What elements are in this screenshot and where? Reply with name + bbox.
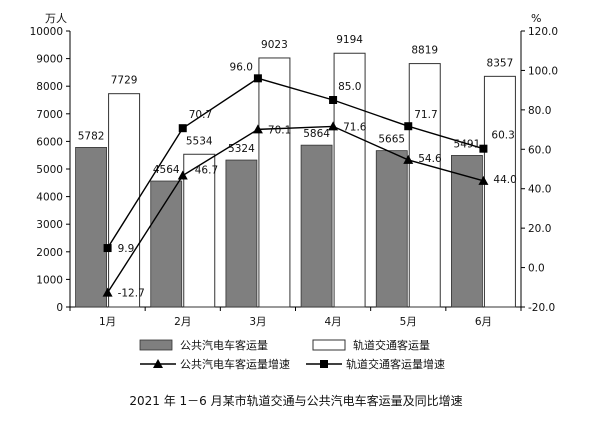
x-tick-label: 1月 <box>99 316 116 328</box>
legend-label-rail-growth: 轨道交通客运量增速 <box>346 357 445 371</box>
right-tick-label: 60.0 <box>528 144 551 156</box>
rail-growth-line <box>106 77 484 249</box>
legend-swatch-rail-ridership <box>312 339 346 351</box>
left-tick-label: 3000 <box>36 219 63 231</box>
x-tick-label: 2月 <box>174 316 191 328</box>
rail-ridership-value-label: 9023 <box>261 39 288 51</box>
left-tick-label: 4000 <box>36 192 63 204</box>
right-tick-label: 100.0 <box>528 65 558 77</box>
rail-growth-value-label: 60.3 <box>491 130 514 142</box>
rail-growth-value-label: 96.0 <box>230 61 253 73</box>
bus-ridership-value-label: 4564 <box>153 164 180 176</box>
rail-ridership-value-label: 5534 <box>186 135 213 147</box>
rail-ridership-value-label: 8819 <box>411 45 438 57</box>
bus-ridership-bar <box>225 159 258 308</box>
chart-title: 2021 年 1－6 月某市轨道交通与公共汽电车客运量及同比增速 <box>129 393 462 408</box>
left-tick-label: 2000 <box>36 247 63 259</box>
rail-ridership-bar <box>408 63 441 308</box>
rail-growth-marker <box>404 122 413 131</box>
x-tick-label: 5月 <box>400 316 417 328</box>
bus-growth-marker <box>252 124 263 134</box>
bus-ridership-value-label: 5665 <box>378 134 405 146</box>
legend-label-bus-ridership: 公共汽电车客运量 <box>180 338 268 352</box>
right-tick-label: 40.0 <box>528 184 551 196</box>
rail-growth-marker <box>253 74 262 83</box>
rail-growth-marker <box>103 244 112 253</box>
left-tick-label: 1000 <box>36 274 63 286</box>
left-tick-label: 0 <box>56 302 63 314</box>
legend-label-rail-ridership: 轨道交通客运量 <box>353 338 430 352</box>
rail-growth-value-label: 71.7 <box>414 109 437 121</box>
bus-growth-line <box>106 125 484 293</box>
bus-ridership-value-label: 5782 <box>78 130 105 142</box>
rail-ridership-value-label: 7729 <box>111 75 138 87</box>
bus-ridership-value-label: 5864 <box>303 128 330 140</box>
right-tick-label: 20.0 <box>528 223 551 235</box>
left-tick-label: 5000 <box>36 164 63 176</box>
bus-growth-value-label: 70.1 <box>268 124 291 136</box>
legend-marker-bus-growth <box>153 359 163 368</box>
rail-ridership-bar <box>333 52 366 308</box>
bus-growth-marker <box>328 121 339 131</box>
bus-ridership-value-label: 5324 <box>228 143 255 155</box>
right-tick-label: -20.0 <box>528 302 555 314</box>
rail-ridership-bar <box>258 57 291 308</box>
left-axis-unit: 万人 <box>45 12 67 25</box>
rail-ridership-bar <box>483 75 516 308</box>
rail-ridership-bar <box>108 93 141 308</box>
legend-marker-rail-growth <box>320 360 328 368</box>
bus-growth-value-label: 54.6 <box>418 153 442 165</box>
legend-swatch-bus-ridership <box>139 339 173 351</box>
bus-growth-marker <box>102 287 113 297</box>
left-tick-label: 6000 <box>36 136 63 148</box>
left-tick-label: 7000 <box>36 109 63 121</box>
x-tick-label: 4月 <box>324 316 341 328</box>
rail-growth-value-label: 85.0 <box>338 81 361 93</box>
bus-growth-marker <box>177 170 188 180</box>
bus-ridership-bar <box>375 150 408 308</box>
rail-ridership-value-label: 8357 <box>487 57 514 69</box>
rail-ridership-bar <box>183 153 216 308</box>
right-axis-unit: % <box>531 12 541 25</box>
right-tick-label: 80.0 <box>528 105 551 117</box>
bus-ridership-bar <box>451 155 483 308</box>
rail-growth-marker <box>329 96 338 104</box>
bus-growth-value-label: 46.7 <box>195 165 218 177</box>
bus-growth-value-label: -12.7 <box>118 288 145 300</box>
rail-growth-value-label: 70.7 <box>189 109 212 121</box>
bus-growth-value-label: 71.6 <box>343 121 367 133</box>
right-tick-label: 120.0 <box>528 26 558 38</box>
bus-ridership-bar <box>300 144 333 308</box>
right-tick-label: 0.0 <box>528 263 545 275</box>
x-tick-label: 3月 <box>249 316 266 328</box>
rail-ridership-value-label: 9194 <box>336 34 363 46</box>
bus-growth-value-label: 44.0 <box>493 174 516 186</box>
left-tick-label: 10000 <box>30 26 63 38</box>
bus-ridership-bar <box>75 147 107 308</box>
rail-growth-value-label: 9.9 <box>118 243 135 255</box>
rail-growth-marker <box>479 144 488 153</box>
left-tick-label: 8000 <box>36 81 63 93</box>
legend-label-bus-growth: 公共汽电车客运量增速 <box>180 357 290 371</box>
rail-growth-marker <box>178 124 187 133</box>
left-tick-label: 9000 <box>36 54 63 66</box>
bus-growth-marker <box>403 154 414 164</box>
bus-growth-marker <box>478 175 489 185</box>
x-tick-label: 6月 <box>475 316 492 328</box>
